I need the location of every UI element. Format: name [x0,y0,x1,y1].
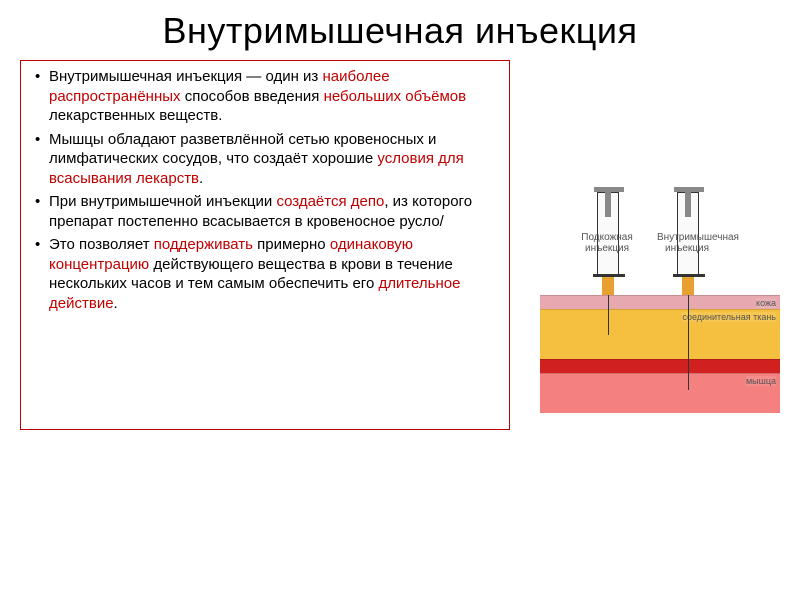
highlighted-text: создаётся депо [276,193,384,210]
plain-text: Это позволяет [49,236,154,253]
syringe-flange [673,274,705,277]
content-row: Внутримышечная инъекция — один из наибол… [20,60,780,430]
plain-text: . [199,170,203,187]
syringe-flange [593,274,625,277]
plain-text: способов введения [181,88,324,105]
tissue-layer [540,359,780,373]
bullet-item: Мышцы обладают разветвлённой сетью крове… [31,130,499,189]
text-column: Внутримышечная инъекция — один из наибол… [20,60,510,430]
plunger-rod [685,192,691,217]
needle-hub [602,277,614,295]
subcutaneous-syringe: Подкожная инъекция [595,192,621,335]
layer-label: мышца [746,376,776,386]
bullet-item: При внутримышечной инъекции создаётся де… [31,192,499,231]
plain-text: При внутримышечной инъекции [49,193,276,210]
tissue-layer: кожа [540,295,780,309]
needle-hub [682,277,694,295]
syringe-label: Внутримышечная инъекция [657,232,717,254]
slide: Внутримышечная инъекция Внутримышечная и… [0,0,800,600]
plain-text: лекарственных веществ. [49,107,222,124]
highlighted-text: поддерживать [154,236,253,253]
intramuscular-syringe: Внутримышечная инъекция [675,192,701,390]
needle [688,295,689,390]
needle [608,295,609,335]
tissue-layer: мышца [540,373,780,413]
bullet-item: Это позволяет поддерживать примерно один… [31,235,499,313]
plain-text: . [114,295,118,312]
plain-text: примерно [253,236,330,253]
highlighted-text: небольших объёмов [324,88,467,105]
tissue-layer: соединительная ткань [540,309,780,359]
layer-label: кожа [756,298,776,308]
plain-text: Внутримышечная инъекция — один из [49,68,322,85]
bullet-item: Внутримышечная инъекция — один из наибол… [31,67,499,126]
bullet-list: Внутримышечная инъекция — один из наибол… [31,67,499,313]
tissue-stack: кожасоединительная ткань мышца [540,295,780,413]
syringe-label: Подкожная инъекция [577,232,637,254]
slide-title: Внутримышечная инъекция [20,10,780,52]
injection-diagram: кожасоединительная ткань мышца Подкожная и… [520,100,780,430]
diagram-column: кожасоединительная ткань мышца Подкожная и… [520,60,780,430]
plunger-rod [605,192,611,217]
